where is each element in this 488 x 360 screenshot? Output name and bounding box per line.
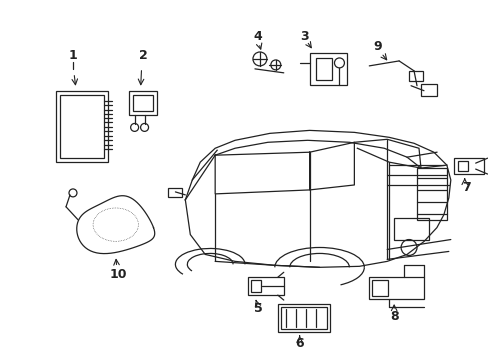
Text: 1: 1 [68,49,77,63]
Bar [309,53,346,85]
Text: 2: 2 [139,49,148,63]
Bar [280,307,326,329]
Bar [416,168,446,220]
Bar [393,218,428,239]
Text: 4: 4 [253,30,262,42]
Bar [250,280,261,292]
Text: 10: 10 [110,268,127,281]
Bar [368,277,423,299]
Bar [315,58,331,80]
Bar [128,91,156,114]
Bar [168,188,182,197]
Bar [453,158,483,174]
Bar [457,161,467,171]
Bar [60,95,103,158]
Text: 7: 7 [462,181,470,194]
Text: 9: 9 [372,40,381,53]
Bar [132,95,152,111]
Text: 6: 6 [295,337,304,350]
Text: 3: 3 [300,30,308,42]
Bar [408,71,422,81]
Bar [56,91,107,162]
Bar [420,84,436,96]
Text: 5: 5 [253,302,262,315]
Bar [247,277,283,295]
Bar [277,304,329,332]
Text: 8: 8 [389,310,398,323]
Bar [371,280,387,296]
